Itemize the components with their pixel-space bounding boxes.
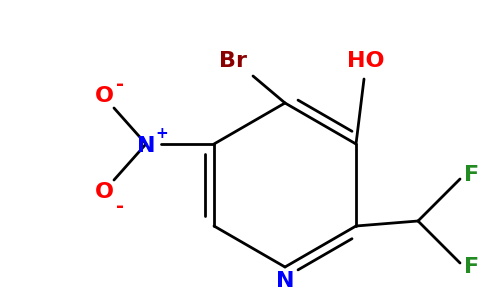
- Text: F: F: [465, 165, 480, 185]
- Text: -: -: [116, 74, 124, 94]
- Text: Br: Br: [219, 51, 247, 71]
- Text: O: O: [94, 86, 113, 106]
- Text: F: F: [465, 257, 480, 277]
- Text: N: N: [276, 271, 294, 291]
- Text: O: O: [94, 182, 113, 202]
- Text: +: +: [156, 127, 168, 142]
- Text: -: -: [116, 196, 124, 215]
- Text: HO: HO: [347, 51, 385, 71]
- Text: N: N: [137, 136, 155, 156]
